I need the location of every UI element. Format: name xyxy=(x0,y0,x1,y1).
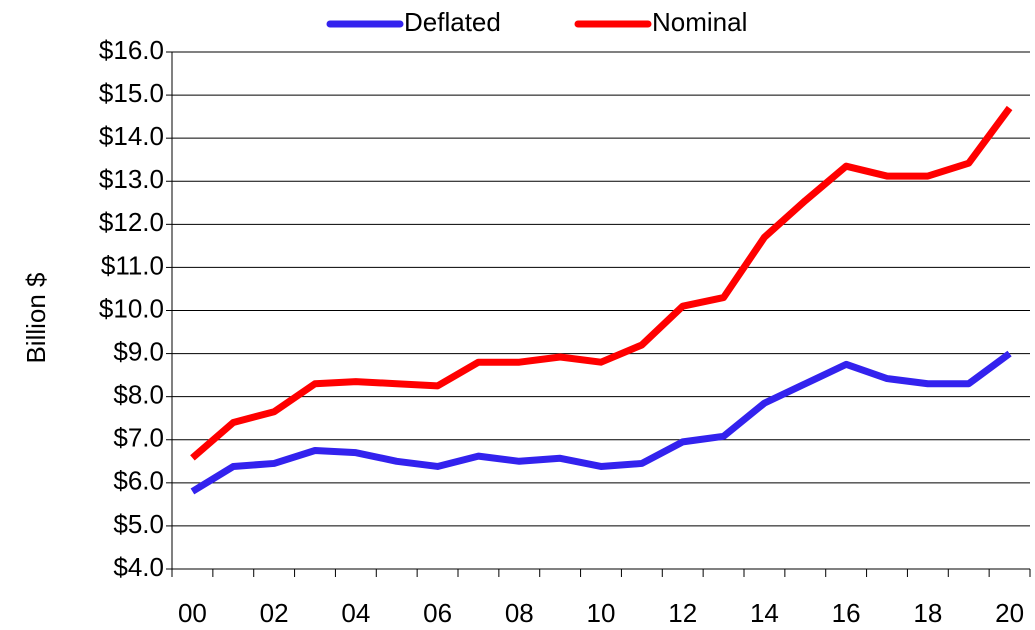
y-tick-label: $9.0 xyxy=(113,336,164,366)
y-tick-label: $6.0 xyxy=(113,466,164,496)
y-tick-label: $13.0 xyxy=(99,164,164,194)
x-tick-label: 18 xyxy=(913,598,942,628)
y-tick-label: $5.0 xyxy=(113,509,164,539)
x-tick-label: 20 xyxy=(995,598,1024,628)
x-tick-label: 10 xyxy=(587,598,616,628)
legend-label: Nominal xyxy=(652,7,747,37)
data-line xyxy=(190,350,1012,495)
y-tick-label: $8.0 xyxy=(113,380,164,410)
legend-label: Deflated xyxy=(404,7,501,37)
x-tick-label: 16 xyxy=(832,598,861,628)
data-line xyxy=(190,105,1013,461)
x-tick-label: 12 xyxy=(668,598,697,628)
y-tick-label: $4.0 xyxy=(113,552,164,582)
x-tick-label: 02 xyxy=(260,598,289,628)
y-axis-label: Billion $ xyxy=(21,272,51,364)
y-tick-label: $16.0 xyxy=(99,35,164,65)
x-tick-label: 06 xyxy=(423,598,452,628)
x-tick-label: 00 xyxy=(178,598,207,628)
y-tick-label: $11.0 xyxy=(101,250,164,280)
y-tick-label: $7.0 xyxy=(113,423,164,453)
y-tick-label: $12.0 xyxy=(99,207,164,237)
x-tick-label: 14 xyxy=(750,598,779,628)
y-tick-label: $15.0 xyxy=(99,78,164,108)
x-tick-label: 04 xyxy=(341,598,370,628)
x-tick-label: 08 xyxy=(505,598,534,628)
y-tick-label: $14.0 xyxy=(99,121,164,151)
y-tick-label: $10.0 xyxy=(99,293,164,323)
